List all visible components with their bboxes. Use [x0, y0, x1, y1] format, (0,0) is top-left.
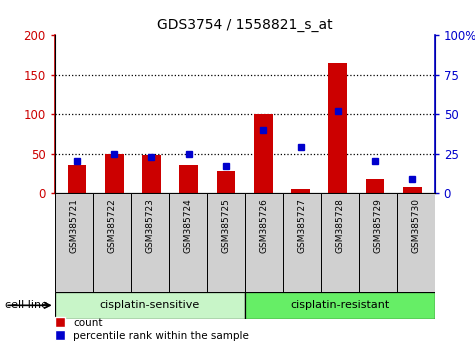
Text: GSM385722: GSM385722: [107, 198, 116, 253]
Text: GSM385723: GSM385723: [145, 198, 154, 253]
Text: GSM385726: GSM385726: [259, 198, 268, 253]
Bar: [291, 189, 310, 193]
Text: cisplatin-resistant: cisplatin-resistant: [290, 300, 389, 310]
Bar: [403, 187, 422, 193]
Text: GSM385725: GSM385725: [221, 198, 230, 253]
Bar: [55, 292, 245, 319]
Text: GSM385729: GSM385729: [373, 198, 382, 253]
Text: GSM385721: GSM385721: [69, 198, 78, 253]
Bar: [254, 114, 273, 193]
Bar: [207, 193, 245, 292]
Bar: [245, 292, 435, 319]
Bar: [131, 193, 169, 292]
Bar: [55, 193, 93, 292]
Bar: [328, 63, 347, 193]
Text: cisplatin-sensitive: cisplatin-sensitive: [99, 300, 200, 310]
Title: GDS3754 / 1558821_s_at: GDS3754 / 1558821_s_at: [157, 18, 332, 32]
Bar: [245, 193, 283, 292]
Text: GSM385727: GSM385727: [297, 198, 306, 253]
Bar: [366, 179, 384, 193]
Bar: [93, 193, 131, 292]
Bar: [142, 155, 161, 193]
Bar: [321, 193, 359, 292]
Bar: [169, 193, 207, 292]
Bar: [105, 154, 124, 193]
Bar: [180, 165, 198, 193]
Legend: count, percentile rank within the sample: count, percentile rank within the sample: [50, 314, 253, 345]
Bar: [397, 193, 435, 292]
Text: GSM385730: GSM385730: [411, 198, 420, 253]
Bar: [67, 165, 86, 193]
Text: GSM385728: GSM385728: [335, 198, 344, 253]
Text: cell line: cell line: [5, 300, 48, 310]
Bar: [283, 193, 321, 292]
Bar: [217, 171, 235, 193]
Bar: [359, 193, 397, 292]
Text: GSM385724: GSM385724: [183, 198, 192, 253]
